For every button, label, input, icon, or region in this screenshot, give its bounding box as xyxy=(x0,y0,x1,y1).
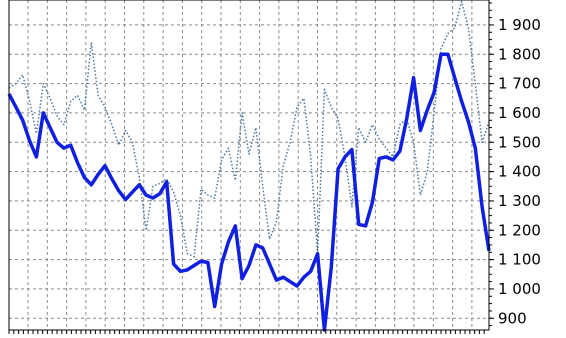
y-tick-label: 1 400 xyxy=(498,163,541,181)
y-axis: 900 1 000 1 100 1 200 1 300 1 400 1 500 1 600 1 … xyxy=(489,2,541,327)
x-axis-ticks xyxy=(8,330,485,334)
y-tick-label: 1 200 xyxy=(498,221,541,239)
grid-lines xyxy=(9,0,489,330)
series-layer xyxy=(7,0,491,332)
y-tick-label: 1 700 xyxy=(498,75,541,93)
y-tick-label: 1 000 xyxy=(498,280,541,298)
series-solid-line xyxy=(7,52,491,332)
series-dotted-line xyxy=(8,0,490,258)
y-tick-label: 1 900 xyxy=(498,16,541,34)
y-tick-label: 1 600 xyxy=(498,104,541,122)
y-tick-label: 1 300 xyxy=(498,192,541,210)
y-tick-label: 900 xyxy=(498,309,527,327)
y-tick-label: 1 800 xyxy=(498,45,541,63)
y-tick-label: 1 500 xyxy=(498,133,541,151)
y-tick-label: 1 100 xyxy=(498,251,541,269)
